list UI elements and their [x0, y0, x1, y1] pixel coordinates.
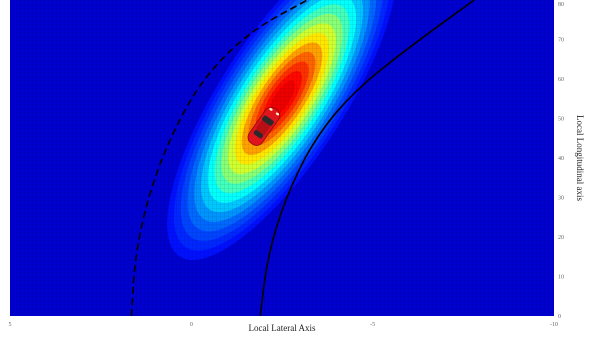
y-tick-label: 80 [558, 2, 564, 8]
x-tick-label: 5 [9, 322, 12, 328]
y-tick-label: 40 [558, 156, 564, 162]
y-axis-label: Local Longitudinal axis [575, 115, 585, 201]
x-axis-label: Local Lateral Axis [249, 323, 316, 333]
y-tick-label: 60 [558, 77, 564, 83]
solid-boundary-line [259, 0, 475, 316]
y-tick-label: 50 [558, 117, 564, 123]
x-tick-label: 0 [190, 322, 193, 328]
y-axis-ticks: 0 10 20 30 40 50 60 70 80 [558, 2, 564, 320]
x-tick-label: -10 [550, 322, 558, 328]
lane-boundaries [130, 0, 475, 316]
dashed-boundary-line [130, 0, 308, 316]
y-tick-label: 70 [558, 38, 564, 44]
vehicle-icon [247, 106, 281, 146]
heatmap-gridlines [10, 0, 554, 316]
y-tick-label: 0 [558, 314, 561, 320]
y-tick-label: 20 [558, 235, 564, 241]
y-tick-label: 30 [558, 196, 564, 202]
x-axis-ticks: 5 0 -5 -10 [9, 322, 559, 328]
y-tick-label: 10 [558, 275, 564, 281]
x-tick-label: -5 [370, 322, 375, 328]
